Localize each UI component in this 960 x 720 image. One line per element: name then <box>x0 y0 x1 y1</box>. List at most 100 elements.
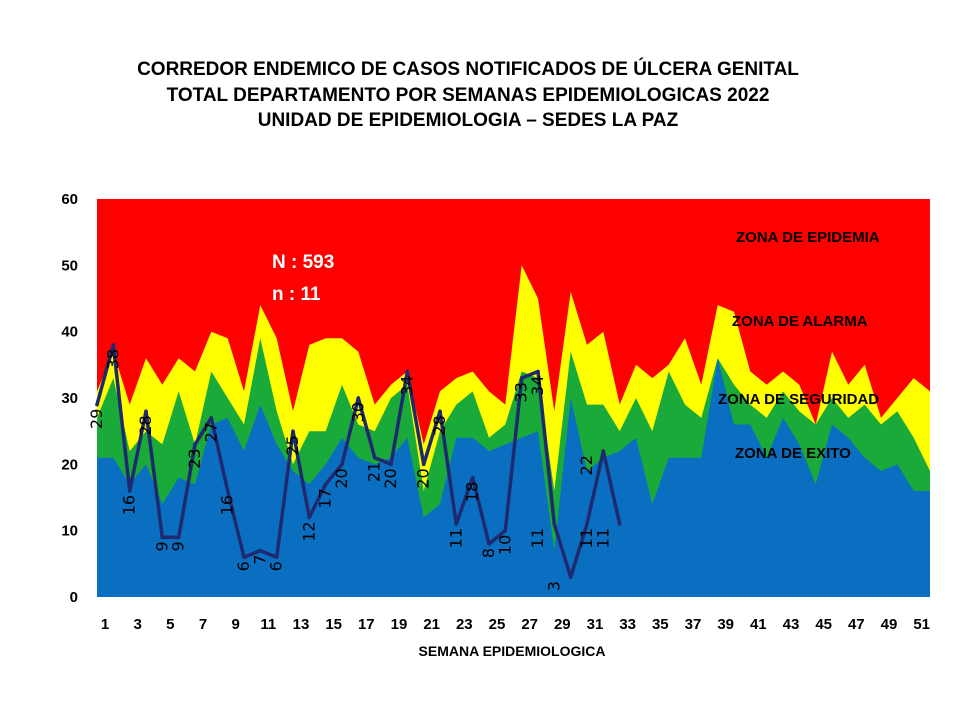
data-label: 21 <box>365 462 384 482</box>
cases-point <box>127 489 132 493</box>
zone-label-epidemia: ZONA DE EPIDEMIA <box>736 229 880 246</box>
cases-point <box>209 416 214 420</box>
data-label: 18 <box>463 482 482 502</box>
data-label: 10 <box>495 535 514 555</box>
data-label: 20 <box>414 468 433 488</box>
x-tick-label: 19 <box>391 616 408 633</box>
data-label: 27 <box>201 422 220 442</box>
data-label: 20 <box>381 468 400 488</box>
cases-point <box>470 475 475 480</box>
x-tick-label: 49 <box>881 616 898 633</box>
data-labels-layer: 2938162899232716676251217203021203420281… <box>87 349 612 591</box>
y-tick-label: 10 <box>61 523 78 540</box>
data-label: 17 <box>316 488 335 508</box>
x-axis-ticks: 1 3 5 7 9 11 13 15 17 19 21 23 25 27 29 31 33 35 37 39 41 43 4… <box>101 616 930 633</box>
cases-point <box>307 515 312 520</box>
data-label: 28 <box>430 415 449 435</box>
data-label: 20 <box>332 468 351 488</box>
cases-point <box>421 462 426 467</box>
zone-label-seguridad: ZONA DE SEGURIDAD <box>718 391 879 408</box>
cases-point <box>568 575 573 579</box>
x-tick-label: 5 <box>166 616 174 633</box>
x-tick-label: 17 <box>358 616 375 633</box>
cases-point <box>454 522 459 526</box>
title-line-1: CORREDOR ENDEMICO DE CASOS NOTIFICADOS D… <box>137 59 799 80</box>
cases-point <box>585 522 589 526</box>
data-label: 11 <box>593 528 612 548</box>
data-label: 33 <box>512 382 531 402</box>
cases-point <box>536 369 540 374</box>
x-tick-label: 33 <box>619 616 636 633</box>
x-tick-label: 1 <box>101 616 109 633</box>
x-tick-label: 37 <box>685 616 702 633</box>
cases-point <box>95 402 99 407</box>
x-tick-label: 21 <box>423 616 440 633</box>
data-label: 16 <box>120 495 139 515</box>
title-line-2: TOTAL DEPARTAMENTO POR SEMANAS EPIDEMIOL… <box>166 85 770 106</box>
x-tick-label: 7 <box>199 616 207 633</box>
data-label: 6 <box>234 561 253 571</box>
data-label: 11 <box>528 528 547 548</box>
x-tick-label: 51 <box>913 616 930 633</box>
cases-point <box>552 522 557 526</box>
cases-point <box>193 442 197 447</box>
cases-point <box>274 555 279 559</box>
data-label: 22 <box>577 455 596 475</box>
data-label: 34 <box>397 376 416 396</box>
cases-point <box>291 429 295 434</box>
data-label: 25 <box>283 435 302 455</box>
week-cases-label: n : 11 <box>272 284 321 305</box>
y-tick-label: 0 <box>70 589 78 606</box>
data-label: 11 <box>577 528 596 548</box>
cases-point <box>225 489 230 493</box>
y-tick-label: 60 <box>61 191 78 208</box>
cases-point <box>617 522 622 526</box>
data-label: 29 <box>87 409 106 429</box>
data-label: 16 <box>218 495 237 515</box>
x-tick-label: 35 <box>652 616 669 633</box>
x-tick-label: 45 <box>815 616 832 633</box>
x-tick-label: 41 <box>750 616 767 633</box>
cases-point <box>487 542 491 546</box>
zone-label-exito: ZONA DE EXITO <box>735 445 851 462</box>
cases-point <box>144 409 148 414</box>
title-line-3: UNIDAD DE EPIDEMIOLOGIA – SEDES LA PAZ <box>257 110 679 131</box>
y-tick-label: 20 <box>61 456 78 473</box>
cases-point <box>405 369 410 374</box>
cases-point <box>111 343 116 347</box>
data-label: 12 <box>299 521 318 541</box>
y-tick-label: 30 <box>61 390 78 407</box>
cases-point <box>438 409 442 414</box>
data-label: 9 <box>152 541 171 551</box>
cases-point <box>160 535 165 540</box>
x-tick-label: 47 <box>848 616 865 633</box>
cases-line-layer <box>95 343 622 579</box>
data-label: 23 <box>185 448 204 468</box>
x-tick-label: 39 <box>717 616 734 633</box>
data-label: 3 <box>544 581 563 591</box>
x-tick-label: 9 <box>232 616 240 633</box>
x-tick-label: 23 <box>456 616 473 633</box>
cases-point <box>519 376 524 380</box>
cases-point <box>389 462 393 467</box>
x-tick-label: 43 <box>783 616 800 633</box>
cases-point <box>372 455 377 460</box>
zone-label-alarma: ZONA DE ALARMA <box>732 313 868 330</box>
cases-point <box>258 548 263 553</box>
y-tick-label: 50 <box>61 257 78 274</box>
data-label: 34 <box>528 376 547 396</box>
x-tick-label: 27 <box>521 616 538 633</box>
x-tick-label: 13 <box>293 616 310 633</box>
cases-point <box>601 449 606 453</box>
data-label: 6 <box>267 561 286 571</box>
data-label: 7 <box>250 555 269 565</box>
total-cases-label: N : 593 <box>272 252 334 273</box>
data-label: 8 <box>479 548 498 558</box>
cases-point <box>242 555 246 559</box>
y-tick-label: 40 <box>61 324 78 341</box>
x-tick-label: 3 <box>134 616 142 633</box>
zone-exito-area <box>97 358 930 597</box>
x-tick-label: 29 <box>554 616 571 633</box>
x-tick-label: 31 <box>587 616 604 633</box>
